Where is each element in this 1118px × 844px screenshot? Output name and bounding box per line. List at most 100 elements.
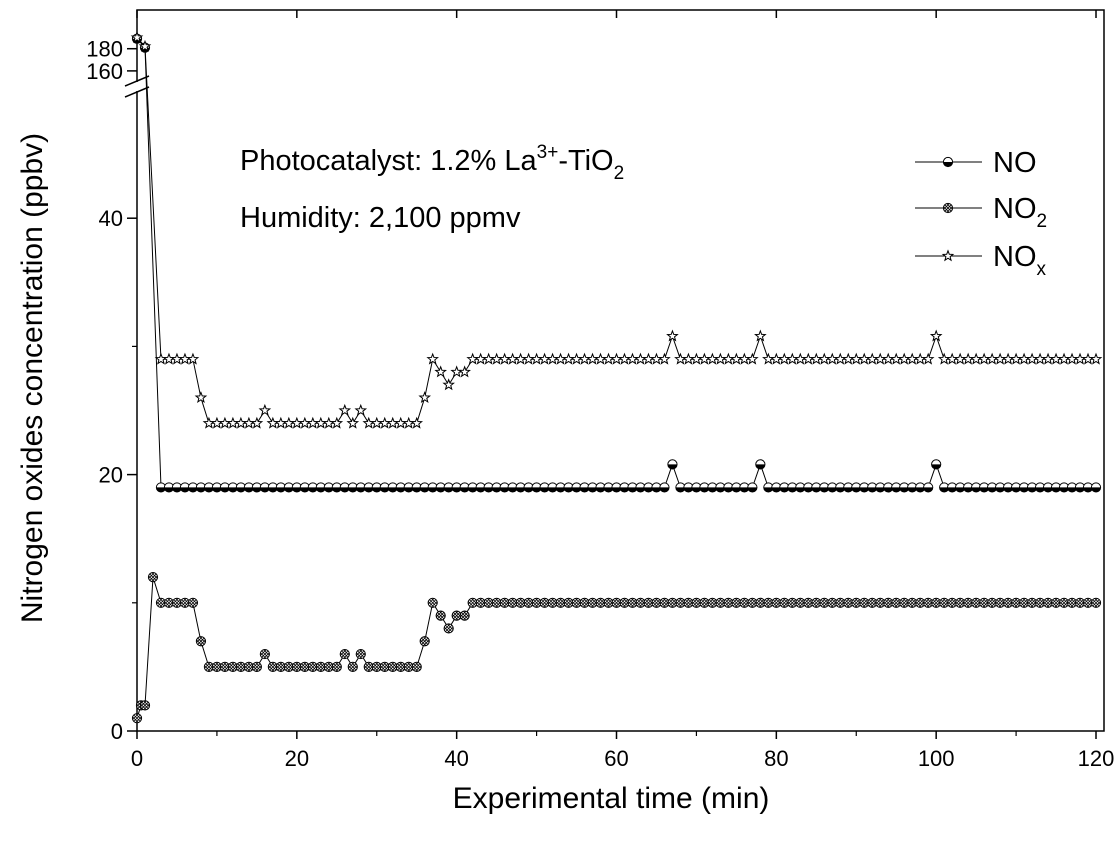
data-point	[347, 661, 358, 673]
data-point	[787, 597, 798, 608]
data-point	[403, 661, 414, 673]
data-point	[923, 482, 934, 493]
data-point	[515, 597, 526, 608]
data-point	[931, 459, 942, 470]
data-point	[267, 661, 278, 673]
data-point	[411, 482, 422, 493]
data-point	[570, 352, 583, 365]
data-point	[562, 352, 575, 365]
data-point	[945, 352, 959, 365]
data-point	[554, 352, 567, 365]
data-point	[450, 365, 463, 378]
data-point	[595, 482, 606, 493]
data-point	[346, 416, 360, 429]
data-point	[235, 661, 246, 673]
data-point	[859, 482, 870, 493]
data-point	[1090, 597, 1102, 608]
data-point	[786, 352, 799, 365]
data-point	[787, 482, 798, 493]
data-point	[274, 416, 288, 429]
data-point	[459, 610, 470, 621]
data-point	[897, 352, 911, 365]
data-point	[794, 352, 807, 365]
data-point	[267, 482, 278, 493]
data-point	[642, 352, 655, 365]
data-point	[1010, 597, 1022, 608]
data-point	[1002, 482, 1014, 493]
x-tick-label: 40	[444, 746, 468, 771]
data-point	[626, 352, 639, 365]
data-point	[178, 352, 192, 365]
data-point	[883, 597, 894, 608]
data-point	[955, 597, 966, 608]
data-point	[610, 352, 623, 365]
data-point	[195, 636, 207, 647]
data-point	[138, 39, 152, 52]
data-point	[795, 597, 806, 608]
data-point	[202, 416, 216, 429]
data-point	[1090, 482, 1102, 493]
data-point	[763, 597, 774, 608]
data-point	[466, 352, 479, 365]
data-point	[929, 329, 943, 342]
data-point	[283, 482, 294, 493]
data-point	[1025, 352, 1039, 365]
data-point	[873, 352, 887, 365]
data-point	[635, 482, 646, 493]
x-tick-label: 80	[764, 746, 788, 771]
data-point	[330, 416, 344, 429]
data-point	[538, 352, 551, 365]
data-point	[410, 416, 424, 429]
data-point	[370, 416, 384, 429]
data-point	[675, 597, 686, 608]
data-point	[977, 352, 991, 365]
data-point	[961, 352, 975, 365]
data-point	[666, 329, 679, 342]
data-point	[913, 352, 927, 365]
data-point	[339, 648, 350, 660]
data-point	[514, 352, 527, 365]
data-point	[1001, 352, 1015, 365]
data-point	[603, 482, 614, 493]
data-point	[338, 403, 352, 416]
data-point	[394, 416, 408, 429]
data-point	[658, 352, 671, 365]
data-point	[563, 597, 574, 608]
data-point	[259, 482, 270, 493]
legend-label: NO	[993, 147, 1037, 179]
data-point	[841, 352, 855, 365]
y-tick-label: 0	[111, 719, 123, 744]
data-point	[563, 482, 574, 493]
y-tick-label: 180	[86, 37, 123, 62]
legend-label: NOx	[993, 241, 1047, 280]
data-point	[1089, 352, 1103, 365]
data-point	[306, 416, 320, 429]
legend-label: NO2	[993, 193, 1047, 232]
data-point	[833, 352, 847, 365]
annotation-humidity: Humidity: 2,100 ppmv	[240, 202, 521, 234]
data-point	[490, 352, 503, 365]
data-point	[219, 661, 231, 673]
data-point	[170, 352, 184, 365]
data-point	[1066, 482, 1078, 493]
axis-break-mark-upper	[124, 75, 150, 87]
data-point	[218, 416, 232, 429]
data-point	[427, 482, 438, 493]
data-point	[282, 416, 296, 429]
data-point	[857, 352, 871, 365]
data-point	[355, 648, 366, 660]
data-point	[522, 352, 535, 365]
data-point	[443, 482, 454, 493]
data-point	[979, 597, 990, 608]
data-point	[323, 482, 334, 493]
data-point	[634, 352, 647, 365]
data-point	[154, 352, 168, 365]
data-point	[747, 482, 758, 493]
data-point	[843, 597, 854, 608]
data-point	[578, 352, 591, 365]
data-point	[491, 482, 502, 493]
legend-marker	[941, 249, 955, 262]
data-point	[186, 352, 200, 365]
data-point	[483, 597, 494, 608]
